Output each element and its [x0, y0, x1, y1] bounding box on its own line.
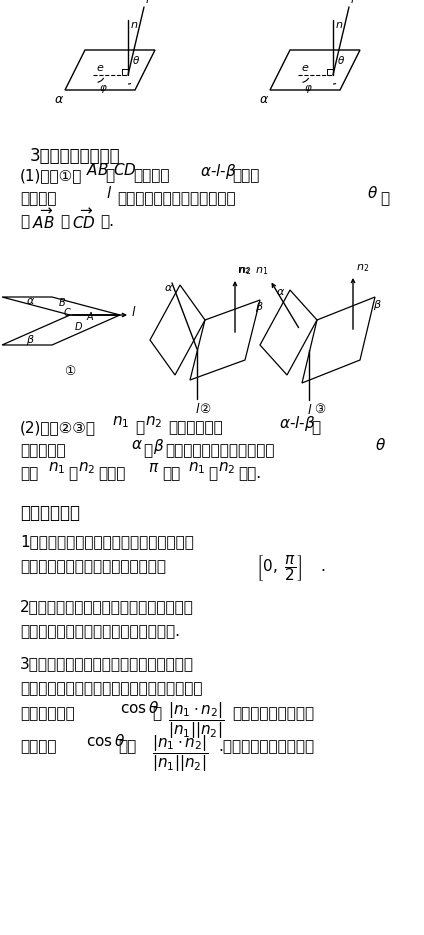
Text: ；由图形知二面角是: ；由图形知二面角是 [232, 706, 314, 721]
Text: β: β [26, 335, 33, 345]
Text: $n_1$: $n_1$ [255, 266, 268, 277]
Text: 3．利用平面的法向量求二面角的大小时，: 3．利用平面的法向量求二面角的大小时， [20, 656, 194, 671]
Text: $\dfrac{|\boldsymbol{n_1}\cdot\boldsymbol{n_2}|}{|\boldsymbol{n_1}||\boldsymbol{: $\dfrac{|\boldsymbol{n_1}\cdot\boldsymbo… [168, 700, 225, 741]
Text: 分别是二面角: 分别是二面角 [168, 420, 223, 435]
Text: $\pi$: $\pi$ [148, 460, 159, 475]
Text: A: A [86, 312, 93, 322]
Text: $\theta$: $\theta$ [375, 437, 386, 453]
Text: 的: 的 [311, 420, 320, 435]
Text: 垂直的直线，则二面角的大小: 垂直的直线，则二面角的大小 [117, 191, 236, 206]
Text: $\beta$: $\beta$ [153, 437, 164, 456]
Text: φ: φ [304, 83, 312, 93]
Text: $\cos\theta$: $\cos\theta$ [120, 700, 159, 716]
Text: n: n [336, 20, 343, 30]
Text: α: α [55, 93, 63, 106]
Text: e: e [97, 63, 103, 73]
Text: ②: ② [199, 403, 211, 416]
Text: 〉）.: 〉）. [238, 466, 261, 481]
Text: －〈: －〈 [162, 466, 180, 481]
Text: 面角是锐角时: 面角是锐角时 [20, 706, 75, 721]
Text: $n_2$: $n_2$ [238, 266, 251, 277]
Text: $\boldsymbol{n_1}$: $\boldsymbol{n_1}$ [112, 414, 129, 430]
Text: θ: θ [133, 56, 139, 66]
Text: e: e [301, 63, 308, 73]
Text: D: D [74, 322, 82, 332]
Text: $\cos\theta$: $\cos\theta$ [86, 733, 125, 749]
Text: $n_2$: $n_2$ [356, 262, 369, 274]
Text: $\boldsymbol{n_2}$: $\boldsymbol{n_2}$ [218, 460, 235, 476]
Text: $\theta$: $\theta$ [367, 185, 378, 201]
Text: ，: ， [143, 443, 152, 458]
Text: C: C [64, 308, 70, 318]
Text: 2．求直线与平面所成角时，注意求出夹角: 2．求直线与平面所成角时，注意求出夹角 [20, 599, 194, 614]
Text: 〉（或: 〉（或 [98, 466, 126, 481]
Text: (1)如图①，: (1)如图①， [20, 168, 82, 183]
Text: ，: ， [208, 466, 217, 481]
Text: β: β [255, 302, 262, 312]
Text: 二面角是锐角或钝角由图形决定．由图形知二: 二面角是锐角或钝角由图形决定．由图形知二 [20, 681, 203, 696]
Text: .: . [320, 559, 325, 574]
Text: $\boldsymbol{n_2}$: $\boldsymbol{n_2}$ [78, 460, 95, 476]
Text: 负值而盲目得出答案而忽视了夹角为: 负值而盲目得出答案而忽视了夹角为 [20, 559, 166, 574]
Text: $CD$: $CD$ [113, 162, 137, 178]
Text: ＝: ＝ [152, 706, 161, 721]
Text: ，: ， [68, 466, 77, 481]
Text: l: l [307, 404, 311, 417]
Text: $\overrightarrow{CD}$: $\overrightarrow{CD}$ [72, 208, 96, 232]
Text: l: l [351, 0, 354, 5]
Text: α: α [260, 93, 268, 106]
Text: ③: ③ [314, 403, 326, 416]
Text: 的法向量，则二面角的大小: 的法向量，则二面角的大小 [165, 443, 274, 458]
Text: l: l [195, 403, 199, 416]
Text: 易错知识点：: 易错知识点： [20, 504, 80, 522]
Text: 〉.: 〉. [100, 214, 114, 229]
Text: 面内与棱: 面内与棱 [20, 191, 56, 206]
Text: $\boldsymbol{n_2}$: $\boldsymbol{n_2}$ [145, 414, 162, 430]
Text: 两个半平面: 两个半平面 [20, 443, 66, 458]
Text: $\alpha$: $\alpha$ [131, 437, 143, 452]
Text: 的余弦值的绝对值应为线面角的正弦值.: 的余弦值的绝对值应为线面角的正弦值. [20, 624, 180, 639]
Text: n₂: n₂ [238, 265, 250, 275]
Text: α: α [26, 296, 33, 306]
Text: $\boldsymbol{n_1}$: $\boldsymbol{n_1}$ [188, 460, 205, 476]
Text: $\overrightarrow{AB}$: $\overrightarrow{AB}$ [32, 208, 55, 232]
Text: $\alpha$-$l$-$\beta$: $\alpha$-$l$-$\beta$ [200, 162, 237, 181]
Text: $AB$: $AB$ [86, 162, 109, 178]
Text: 3．求二面角的大小: 3．求二面角的大小 [30, 147, 120, 165]
Text: 的两个: 的两个 [232, 168, 259, 183]
Text: $\boldsymbol{n_1}$: $\boldsymbol{n_1}$ [48, 460, 65, 476]
Text: α: α [165, 283, 172, 293]
Text: $\alpha$-$l$-$\beta$: $\alpha$-$l$-$\beta$ [279, 414, 315, 433]
Text: $\left[0,\ \dfrac{\pi}{2}\right]$: $\left[0,\ \dfrac{\pi}{2}\right]$ [256, 553, 302, 583]
Text: ①: ① [64, 365, 75, 378]
Text: .当图形不能确定时，要: .当图形不能确定时，要 [218, 739, 314, 754]
Text: l: l [132, 307, 136, 320]
Text: ，: ， [135, 420, 144, 435]
Text: l: l [146, 0, 149, 5]
Text: α: α [276, 287, 284, 297]
Text: ＝: ＝ [380, 191, 389, 206]
Text: ＝〈: ＝〈 [20, 466, 38, 481]
Text: ，: ， [105, 168, 114, 183]
Text: (2)如图②③，: (2)如图②③， [20, 420, 96, 435]
Text: $l$: $l$ [106, 185, 112, 201]
Text: β: β [373, 300, 380, 310]
Text: B: B [59, 298, 65, 308]
Text: 〈: 〈 [20, 214, 29, 229]
Text: 1．求异面直线所成角时，易求出余弦值为: 1．求异面直线所成角时，易求出余弦值为 [20, 534, 194, 549]
Text: ＝－: ＝－ [118, 739, 136, 754]
Text: ，: ， [60, 214, 69, 229]
Text: 钝角时，: 钝角时， [20, 739, 56, 754]
Text: φ: φ [100, 83, 106, 93]
Text: n: n [131, 20, 138, 30]
Text: $\dfrac{|\boldsymbol{n_1}\cdot\boldsymbol{n_2}|}{|\boldsymbol{n_1}||\boldsymbol{: $\dfrac{|\boldsymbol{n_1}\cdot\boldsymbo… [152, 733, 209, 774]
Text: 是二面角: 是二面角 [133, 168, 170, 183]
Text: θ: θ [338, 56, 344, 66]
